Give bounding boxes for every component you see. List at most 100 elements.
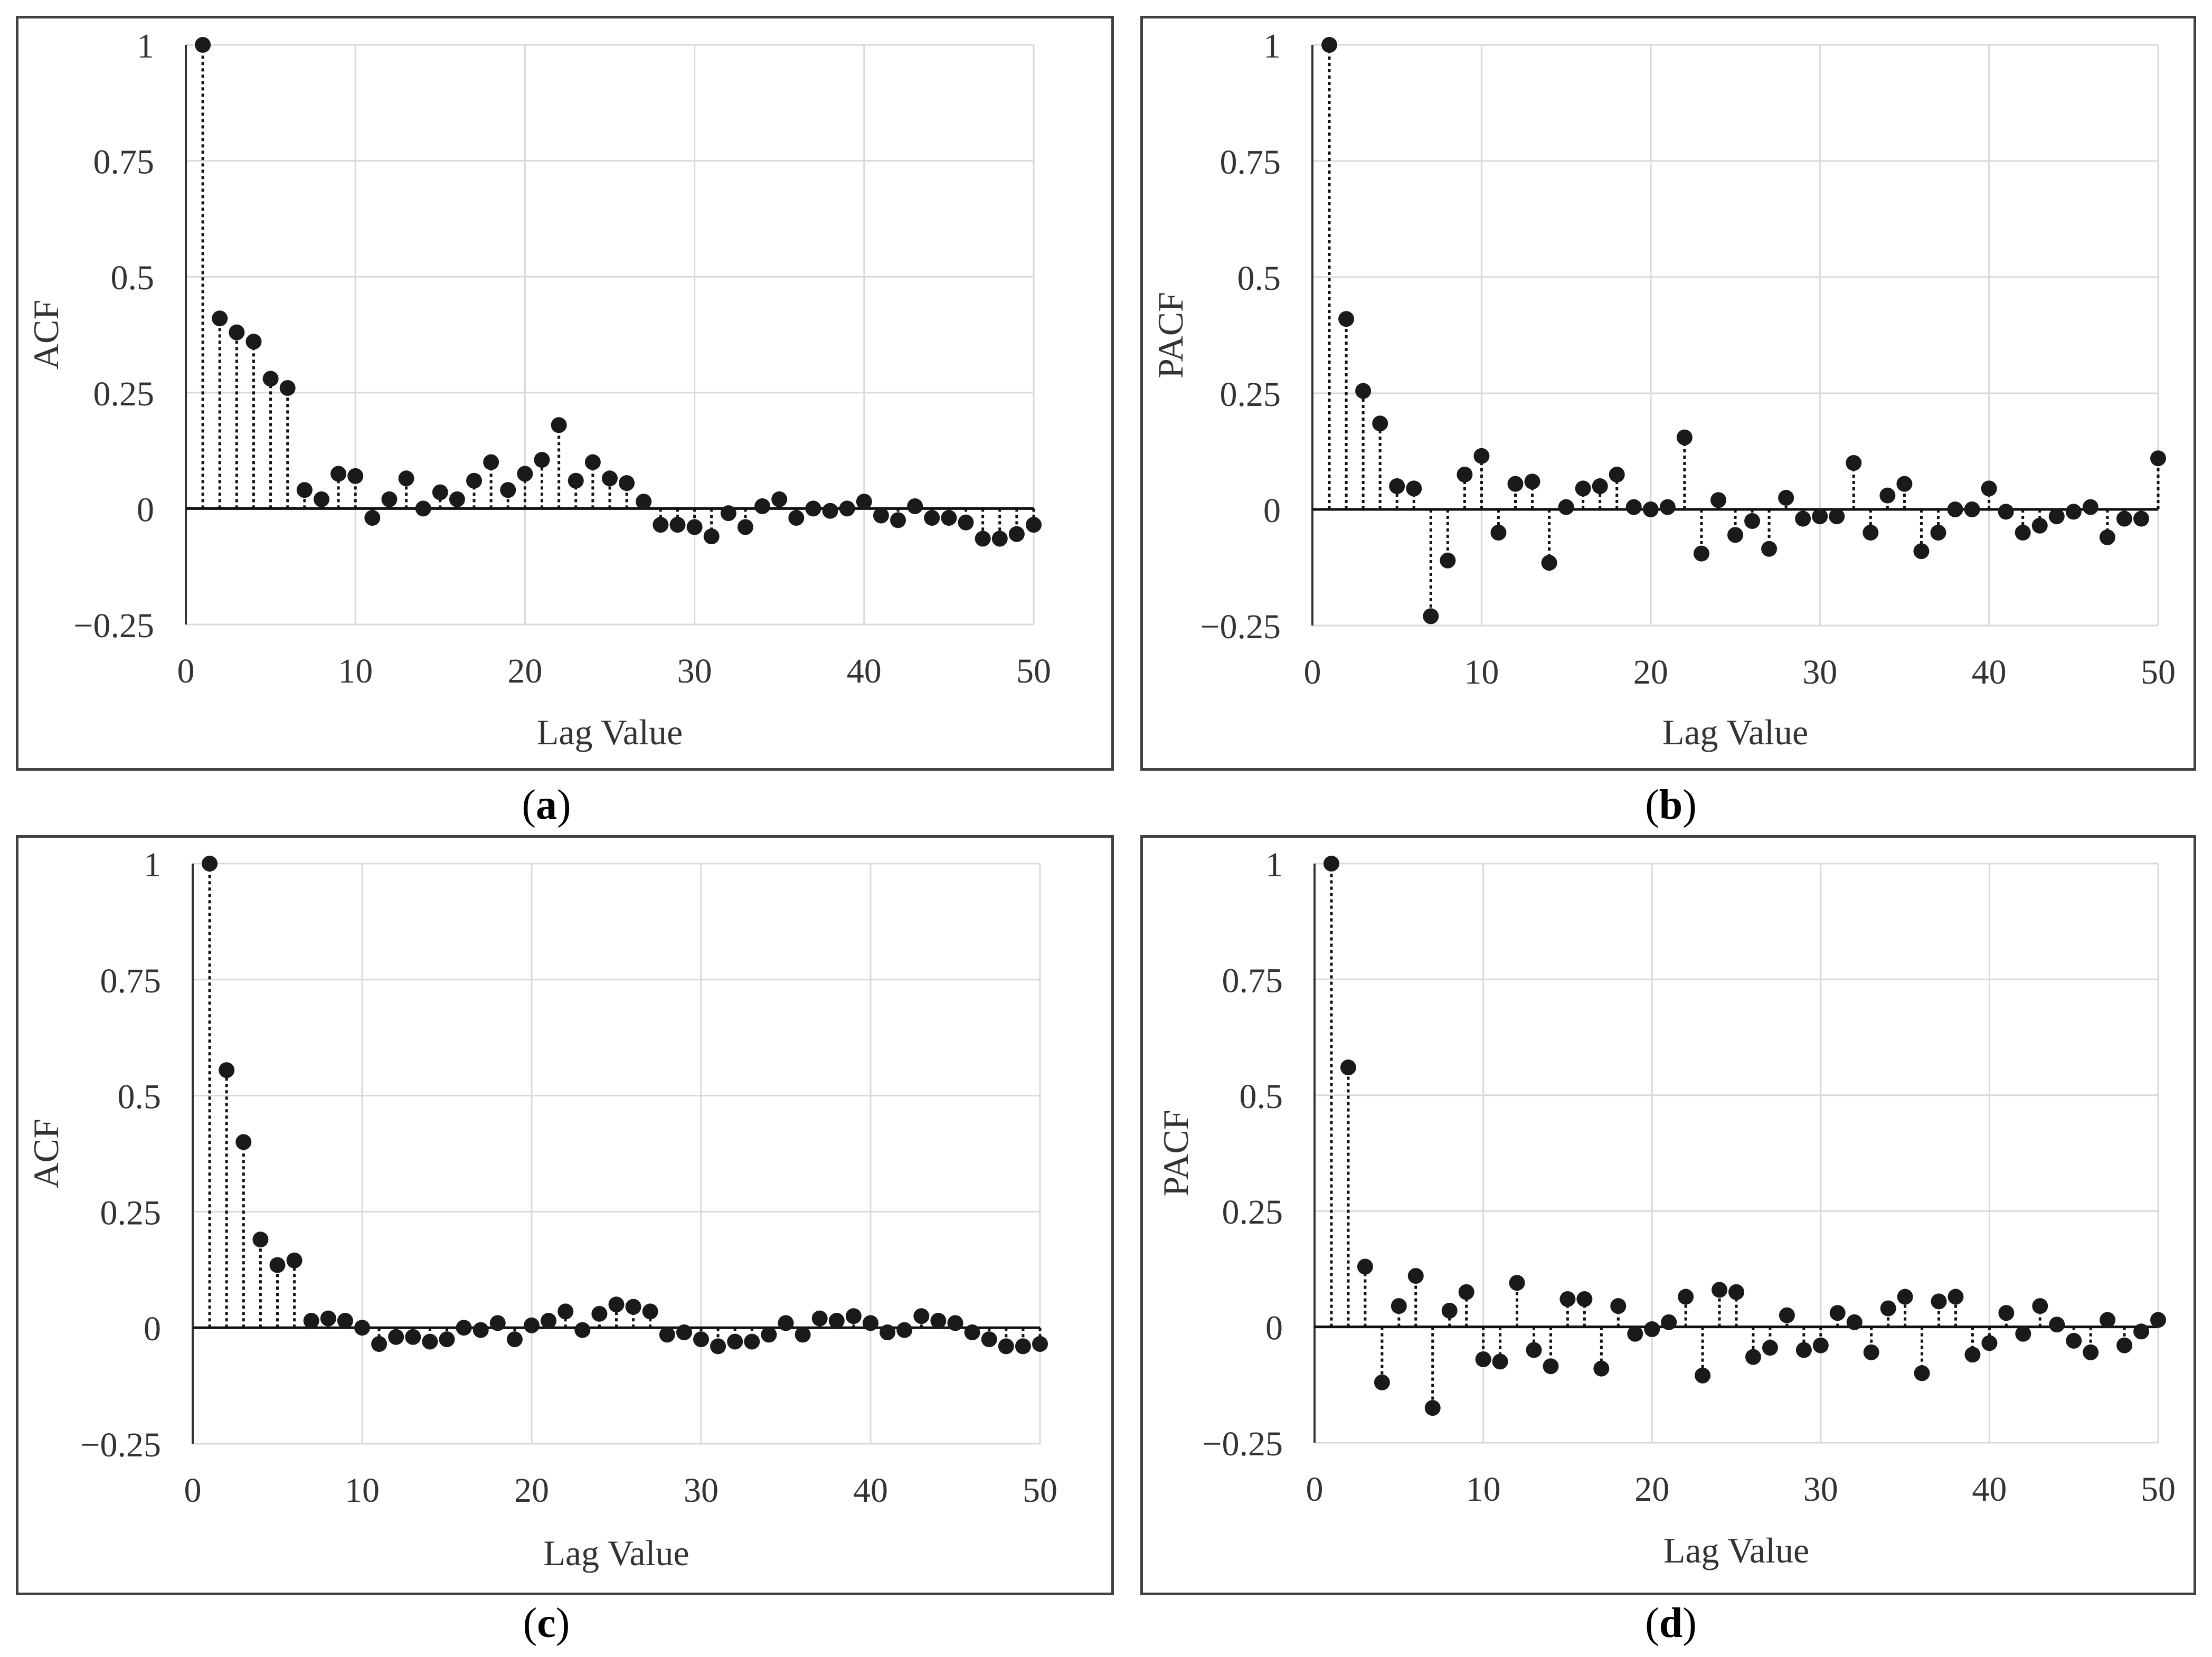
data-point bbox=[1846, 455, 1862, 471]
data-point bbox=[337, 1313, 353, 1329]
data-point bbox=[202, 856, 218, 872]
data-point bbox=[839, 500, 855, 517]
data-point bbox=[1761, 541, 1778, 557]
data-point bbox=[1947, 501, 1963, 517]
data-point bbox=[2032, 1298, 2048, 1314]
y-tick-label: 0 bbox=[137, 490, 154, 529]
data-point bbox=[653, 517, 669, 533]
data-point bbox=[1323, 856, 1339, 872]
data-point bbox=[896, 1322, 913, 1338]
data-point bbox=[557, 1303, 574, 1320]
data-point bbox=[1981, 480, 1997, 497]
y-tick-label: −0.25 bbox=[73, 607, 154, 645]
x-tick-label: 30 bbox=[677, 652, 712, 690]
x-tick-label: 40 bbox=[1972, 653, 2007, 692]
data-point bbox=[354, 1320, 370, 1336]
y-tick-label: 1 bbox=[1265, 846, 1283, 884]
data-point bbox=[432, 484, 448, 500]
data-point bbox=[1026, 517, 1042, 533]
data-point bbox=[212, 310, 228, 327]
data-point bbox=[388, 1329, 404, 1345]
data-point bbox=[574, 1322, 591, 1338]
data-point bbox=[1008, 526, 1025, 542]
x-tick-label: 0 bbox=[184, 1471, 202, 1510]
data-point bbox=[1829, 508, 1845, 525]
data-point bbox=[1340, 1059, 1356, 1076]
data-point bbox=[252, 1232, 269, 1248]
data-point bbox=[941, 509, 957, 526]
data-point bbox=[873, 507, 889, 524]
x-tick-label: 20 bbox=[514, 1471, 549, 1510]
data-point bbox=[1930, 525, 1946, 541]
data-point bbox=[584, 454, 601, 470]
data-point bbox=[1762, 1340, 1778, 1356]
data-point bbox=[720, 505, 736, 522]
data-point bbox=[1728, 1284, 1744, 1300]
panel-d-frame bbox=[1140, 835, 2196, 1595]
data-point bbox=[1507, 476, 1524, 492]
data-point bbox=[1424, 1400, 1441, 1416]
y-tick-label: 0 bbox=[1265, 1309, 1283, 1348]
y-tick-label: −0.25 bbox=[1200, 608, 1281, 646]
caption-d: (d) bbox=[1645, 1600, 1697, 1646]
data-point bbox=[744, 1333, 760, 1350]
y-tick-label: 0.5 bbox=[1237, 259, 1281, 298]
data-point bbox=[320, 1310, 336, 1327]
data-point bbox=[1661, 1314, 1677, 1330]
data-point bbox=[1914, 1365, 1930, 1381]
x-tick-label: 40 bbox=[1972, 1470, 2007, 1509]
data-point bbox=[1475, 1351, 1491, 1368]
data-point bbox=[703, 528, 720, 545]
data-point bbox=[1931, 1293, 1947, 1310]
data-point bbox=[1981, 1335, 1998, 1351]
data-point bbox=[1406, 480, 1422, 497]
data-point bbox=[1558, 499, 1574, 515]
x-tick-label: 30 bbox=[684, 1471, 719, 1510]
chart-a-group: 1 0.75 0.5 0.25 0 −0.25 0 10 20 30 40 50 ACF Lag Valu… bbox=[26, 27, 1051, 752]
data-point bbox=[1490, 525, 1507, 541]
data-point bbox=[958, 514, 974, 531]
data-point bbox=[2049, 1317, 2065, 1333]
x-tick-label: 50 bbox=[1016, 652, 1051, 690]
data-point bbox=[195, 37, 211, 53]
data-point bbox=[1559, 1291, 1576, 1307]
data-point bbox=[286, 1252, 303, 1268]
data-point bbox=[1712, 1282, 1728, 1298]
data-point bbox=[439, 1331, 455, 1348]
data-point bbox=[686, 519, 703, 535]
data-point bbox=[880, 1324, 896, 1340]
x-tick-label: 20 bbox=[1633, 653, 1668, 692]
x-tick-label: 50 bbox=[2141, 1470, 2176, 1509]
data-point bbox=[2133, 1323, 2150, 1340]
data-point bbox=[1695, 1367, 1711, 1384]
y-tick-label: 1 bbox=[137, 27, 154, 65]
data-point bbox=[1727, 527, 1743, 543]
data-point bbox=[991, 531, 1008, 547]
data-point bbox=[1526, 1342, 1542, 1358]
y-tick-label: −0.25 bbox=[80, 1426, 161, 1464]
data-point bbox=[1676, 429, 1693, 446]
data-point bbox=[2031, 517, 2048, 534]
data-point bbox=[2083, 1344, 2099, 1360]
data-point bbox=[1389, 478, 1405, 494]
x-tick-label: 30 bbox=[1803, 1470, 1838, 1509]
data-point bbox=[1998, 504, 2014, 520]
data-point bbox=[1795, 510, 1811, 527]
data-point bbox=[930, 1313, 947, 1329]
data-point bbox=[737, 519, 753, 535]
data-point bbox=[2015, 1325, 2031, 1342]
data-point bbox=[1524, 474, 1540, 490]
data-point bbox=[2150, 1312, 2166, 1328]
x-tick-label: 0 bbox=[1306, 1470, 1324, 1509]
x-tick-label: 10 bbox=[1466, 1470, 1501, 1509]
data-point bbox=[1374, 1374, 1390, 1390]
data-point bbox=[415, 500, 431, 517]
data-point bbox=[534, 452, 550, 468]
data-point bbox=[1473, 448, 1490, 464]
data-point bbox=[828, 1313, 845, 1329]
x-axis-title: Lag Value bbox=[537, 712, 683, 752]
chart-d-group: 1 0.75 0.5 0.25 0 −0.25 0 10 20 30 40 50 PACF Lag Val… bbox=[1156, 846, 2176, 1570]
data-point bbox=[981, 1331, 997, 1348]
data-point bbox=[625, 1299, 641, 1315]
